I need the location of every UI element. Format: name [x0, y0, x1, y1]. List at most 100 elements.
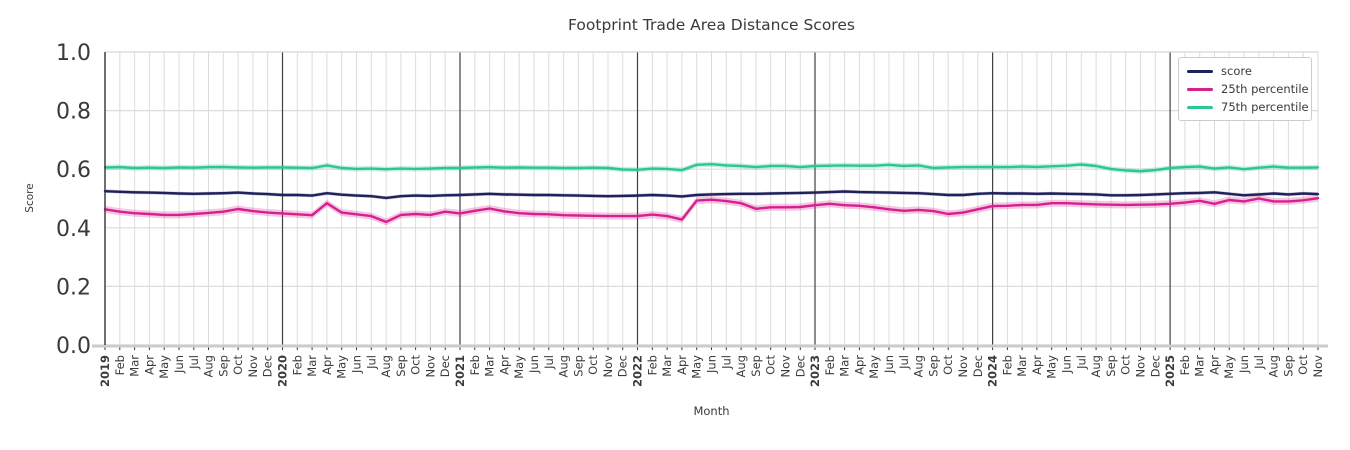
x-tick-label: Oct — [1296, 355, 1310, 375]
x-tick-label: Feb — [1000, 355, 1014, 375]
series-line-0 — [103, 189, 1320, 200]
x-tick-label: Aug — [1089, 355, 1103, 377]
x-tick-label: Jul — [1252, 355, 1266, 370]
x-tick-label: Feb — [113, 355, 127, 375]
x-tick-label: May — [1045, 355, 1059, 379]
x-tick-label: Oct — [231, 355, 245, 375]
x-tick-label: Oct — [586, 355, 600, 375]
series-line-2 — [103, 162, 1320, 173]
x-tick-label: May — [512, 355, 526, 379]
x-tick-label: Feb — [823, 355, 837, 375]
x-tick-label: Nov — [1134, 355, 1148, 378]
x-tick-label: Jun — [1060, 355, 1074, 374]
x-tick-label: Jun — [882, 355, 896, 374]
x-tick-label: Jun — [705, 355, 719, 374]
x-tick-label: Mar — [660, 355, 674, 377]
x-tick-label: May — [867, 355, 881, 379]
legend: score 25th percentile 75th percentile — [1178, 57, 1312, 121]
x-tick-label: 2022 — [631, 355, 645, 387]
x-tick-label: Apr — [497, 355, 511, 375]
legend-item-25th-percentile: 25th percentile — [1187, 82, 1309, 96]
x-tick-label: Aug — [379, 355, 393, 377]
x-tick-label: Sep — [216, 355, 230, 377]
x-tick-label: Aug — [557, 355, 571, 377]
x-tick-label: 2025 — [1163, 355, 1177, 387]
x-tick-label: Jul — [719, 355, 733, 370]
x-tick-label: Dec — [971, 355, 985, 377]
x-tick-label: Dec — [261, 355, 275, 377]
y-tick-label: 0.4 — [56, 217, 91, 242]
y-tick-label: 0.0 — [56, 334, 91, 359]
x-tick-label: Sep — [749, 355, 763, 377]
x-tick-label: Mar — [305, 355, 319, 377]
x-tick-label: Apr — [1030, 355, 1044, 375]
x-tick-label: May — [157, 355, 171, 379]
x-tick-label: Nov — [423, 355, 437, 378]
x-tick-label: Sep — [926, 355, 940, 377]
x-tick-label: Oct — [941, 355, 955, 375]
x-tick-label: Mar — [1193, 355, 1207, 377]
x-tick-label: Oct — [409, 355, 423, 375]
confidence-band-2 — [105, 161, 1318, 174]
x-tick-label: Sep — [1104, 355, 1118, 377]
x-tick-label: Nov — [956, 355, 970, 378]
x-tick-label: Dec — [1148, 355, 1162, 377]
x-tick-label: Mar — [483, 355, 497, 377]
x-tick-label: Nov — [601, 355, 615, 378]
legend-item-75th-percentile: 75th percentile — [1187, 100, 1309, 114]
x-tick-label: Sep — [394, 355, 408, 377]
chart-title: Footprint Trade Area Distance Scores — [568, 16, 855, 34]
y-tick-label: 1.0 — [56, 41, 91, 66]
x-tick-label: Feb — [1178, 355, 1192, 375]
legend-label-25th-percentile: 25th percentile — [1221, 82, 1309, 96]
legend-label-75th-percentile: 75th percentile — [1221, 100, 1309, 114]
x-tick-label: Feb — [290, 355, 304, 375]
x-tick-label: Jul — [1074, 355, 1088, 370]
x-tick-label: Jul — [542, 355, 556, 370]
x-tick-label: Feb — [645, 355, 659, 375]
x-tick-label: May — [690, 355, 704, 379]
x-tick-label: Aug — [202, 355, 216, 377]
x-tick-label: Jun — [172, 355, 186, 374]
x-tick-label: Aug — [1267, 355, 1281, 377]
x-tick-label: 2019 — [98, 355, 112, 387]
y-axis-label: Score — [24, 183, 36, 213]
x-axis-label: Month — [693, 404, 730, 418]
series-line-1 — [103, 196, 1320, 224]
x-tick-label: Jun — [350, 355, 364, 374]
x-tick-label: 2021 — [453, 355, 467, 387]
x-tick-label: Nov — [1311, 355, 1325, 378]
x-tick-label: Jun — [1237, 355, 1251, 374]
x-tick-label: Oct — [764, 355, 778, 375]
legend-swatch-75th-percentile-line — [1187, 105, 1213, 109]
x-tick-label: Aug — [734, 355, 748, 377]
x-tick-label: Oct — [1119, 355, 1133, 375]
x-tick-label: Mar — [838, 355, 852, 377]
x-tick-label: Nov — [779, 355, 793, 378]
x-tick-label: Dec — [793, 355, 807, 377]
confidence-band-1 — [105, 194, 1318, 226]
legend-swatch-score-line — [1187, 69, 1213, 73]
x-tick-label: Aug — [912, 355, 926, 377]
y-tick-label: 0.6 — [56, 158, 91, 183]
x-tick-label: Mar — [1015, 355, 1029, 377]
y-tick-label: 0.2 — [56, 275, 91, 300]
x-tick-label: Jun — [527, 355, 541, 374]
y-tick-label: 0.8 — [56, 100, 91, 125]
x-tick-label: May — [1222, 355, 1236, 379]
legend-label-score: score — [1221, 64, 1252, 78]
legend-swatch-25th-percentile-line — [1187, 87, 1213, 91]
x-tick-label: Jul — [187, 355, 201, 370]
legend-item-score: score — [1187, 64, 1303, 78]
x-tick-label: Apr — [320, 355, 334, 375]
x-tick-label: Nov — [246, 355, 260, 378]
x-tick-label: Apr — [1208, 355, 1222, 375]
x-tick-label: Dec — [616, 355, 630, 377]
x-tick-label: Sep — [1281, 355, 1295, 377]
x-tick-label: May — [335, 355, 349, 379]
x-tick-label: 2023 — [808, 355, 822, 387]
x-tick-label: Dec — [438, 355, 452, 377]
x-tick-label: Apr — [675, 355, 689, 375]
